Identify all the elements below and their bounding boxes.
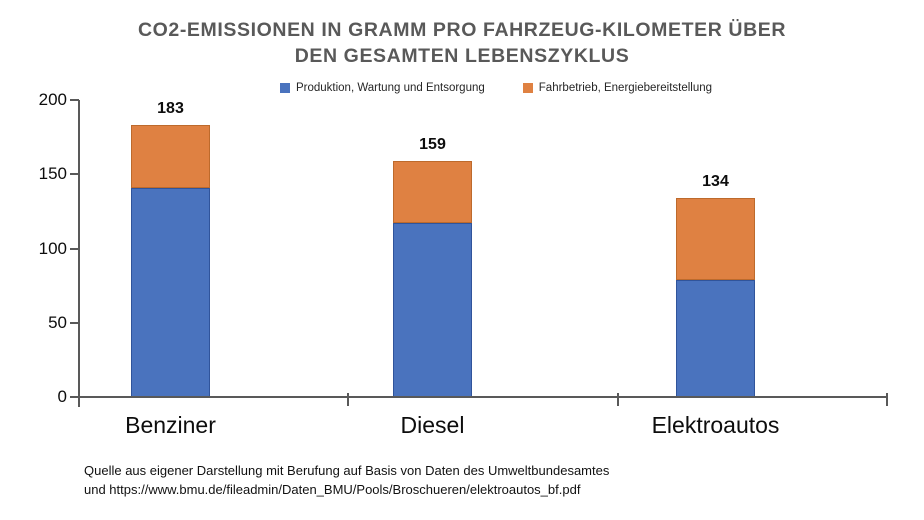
bar-segment-fahrbetrieb-benziner [131,125,210,188]
source-note-line-2: und https://www.bmu.de/fileadmin/Daten_B… [84,481,581,497]
x-axis-tick [78,393,80,406]
x-axis-label-diesel: Diesel [400,412,465,438]
y-axis-tick-label: 50 [48,312,67,332]
y-axis-tick [70,396,79,398]
y-axis-line [78,100,80,407]
y-axis-tick-label: 150 [38,164,67,184]
y-axis-tick [70,321,79,324]
y-axis-tick-label: 100 [38,238,67,258]
legend-swatch-blue-icon [279,83,290,93]
bar-segment-fahrbetrieb-diesel [393,160,472,224]
y-axis-tick [70,247,79,250]
x-axis-tick [616,393,619,406]
legend-item-produktion: Produktion, Wartung und Entsorgung [279,82,485,94]
bar-total-label-benziner: 183 [157,100,184,118]
chart-legend: Produktion, Wartung und Entsorgung Fahrb… [0,82,924,94]
y-axis-tick-label: 200 [38,90,67,109]
source-note: Quelle aus eigener Darstellung mit Beruf… [84,462,609,500]
x-axis-label-benziner: Benziner [125,412,216,438]
bar-segment-produktion-elektroautos [676,279,755,397]
legend-swatch-orange-icon [522,83,533,93]
x-axis-tick [347,393,350,406]
chart-title: CO2-EMISSIONEN IN GRAMM PRO FAHRZEUG-KIL… [0,18,924,70]
y-axis-tick [70,99,79,101]
chart-title-line-1: CO2-EMISSIONEN IN GRAMM PRO FAHRZEUG-KIL… [137,19,787,41]
bar-segment-produktion-benziner [131,187,210,397]
legend-label-produktion: Produktion, Wartung und Entsorgung [295,82,485,94]
y-axis-tick [70,173,79,176]
x-axis-tick [886,393,888,406]
x-axis-label-elektroautos: Elektroautos [651,412,780,438]
chart-plot-area: 183 Benziner 159 Diesel 134 Elektroautos 0 50 10… [39,90,888,438]
chart-title-line-2: DEN GESAMTEN LEBENSZYKLUS [294,44,630,67]
bar-total-label-diesel: 159 [419,135,446,153]
legend-label-fahrbetrieb: Fahrbetrieb, Energiebereitstellung [538,82,713,94]
bar-segment-produktion-diesel [393,223,472,397]
x-axis-line [78,396,888,398]
source-note-line-1: Quelle aus eigener Darstellung mit Beruf… [84,463,610,478]
bar-segment-fahrbetrieb-elektroautos [676,198,755,280]
bar-total-label-elektroautos: 134 [702,173,729,191]
legend-item-fahrbetrieb: Fahrbetrieb, Energiebereitstellung [522,82,713,94]
y-axis-tick-label: 0 [57,387,67,406]
